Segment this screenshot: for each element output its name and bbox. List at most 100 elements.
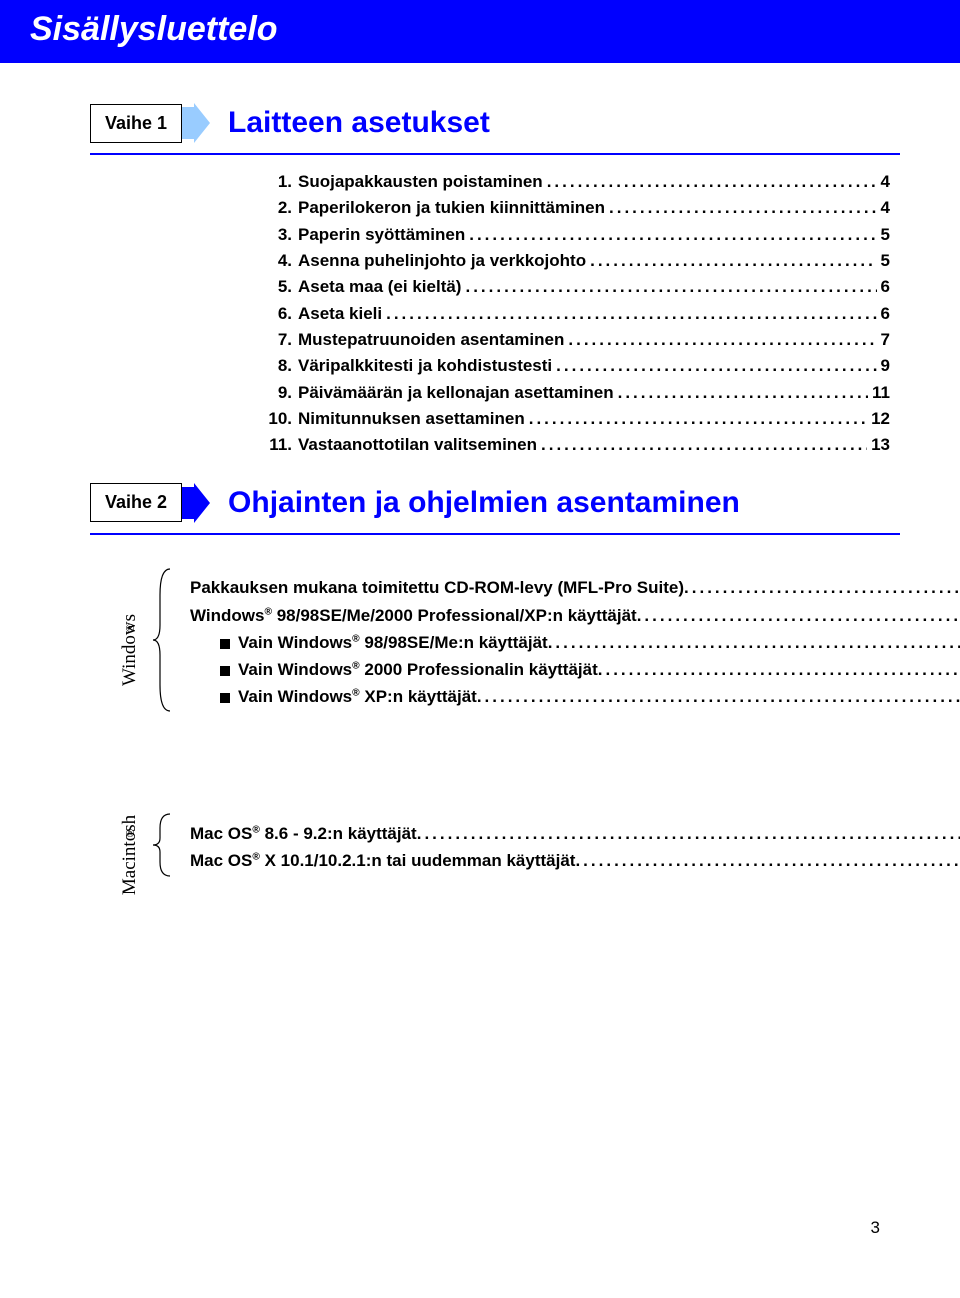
windows-label: ® Windows	[110, 623, 150, 661]
dots-leader	[386, 301, 876, 327]
mac-label-text: Macintosh	[119, 815, 141, 895]
dots-leader	[547, 169, 877, 195]
toc-item: 6. Aseta kieli 6	[260, 301, 890, 327]
dots-leader	[684, 574, 960, 601]
toc-item-label: Aseta kieli	[292, 301, 386, 327]
toc-item-number: 5.	[260, 274, 292, 300]
toc-item-number: 1.	[260, 169, 292, 195]
dots-leader	[541, 432, 867, 458]
dots-leader	[598, 656, 960, 683]
arrow-icon	[182, 483, 214, 523]
mac-items: Mac OS® 8.6 - 9.2:n käyttäjät 24 Mac OS®…	[176, 820, 960, 874]
stage2-arrow	[182, 483, 214, 523]
toc-item: 11. Vastaanottotilan valitseminen 13	[260, 432, 890, 458]
toc-item-page: 13	[867, 432, 890, 458]
dots-leader	[529, 406, 867, 432]
toc-item-page: 5	[877, 248, 890, 274]
toc-item-number: 10.	[260, 406, 292, 432]
dots-leader	[477, 683, 960, 710]
toc-item-label: Vastaanottotilan valitseminen	[292, 432, 541, 458]
toc-item-label: Suojapakkausten poistaminen	[292, 169, 547, 195]
os-item-label: Vain Windows® XP:n käyttäjät	[238, 683, 477, 710]
page-title: Sisällysluettelo	[30, 10, 278, 48]
toc-item: 5. Aseta maa (ei kieltä) 6	[260, 274, 890, 300]
toc-item: 7. Mustepatruunoiden asentaminen 7	[260, 327, 890, 353]
toc-item: 8. Väripalkkitesti ja kohdistustesti 9	[260, 353, 890, 379]
os-item: Mac OS® 8.6 - 9.2:n käyttäjät 24	[190, 820, 960, 847]
toc-item-page: 5	[877, 222, 890, 248]
os-item-label: Vain Windows® 98/98SE/Me:n käyttäjät	[238, 629, 548, 656]
toc-item: 1. Suojapakkausten poistaminen 4	[260, 169, 890, 195]
toc-item-number: 3.	[260, 222, 292, 248]
toc-item-page: 11	[868, 380, 890, 406]
toc-item-number: 4.	[260, 248, 292, 274]
bullet-icon	[220, 639, 230, 649]
toc-item: 4. Asenna puhelinjohto ja verkkojohto 5	[260, 248, 890, 274]
os-item: Windows® 98/98SE/Me/2000 Professional/XP…	[190, 602, 960, 629]
os-item-label: Mac OS® 8.6 - 9.2:n käyttäjät	[190, 820, 417, 847]
toc-item-label: Asenna puhelinjohto ja verkkojohto	[292, 248, 590, 274]
os-item: Mac OS® X 10.1/10.2.1:n tai uudemman käy…	[190, 847, 960, 874]
toc-item-label: Paperilokeron ja tukien kiinnittäminen	[292, 195, 609, 221]
toc-item-page: 4	[877, 195, 890, 221]
toc-item-page: 6	[877, 274, 890, 300]
os-item: Vain Windows® 98/98SE/Me:n käyttäjät 19	[190, 629, 960, 656]
toc-item-number: 7.	[260, 327, 292, 353]
dots-leader	[417, 820, 960, 847]
stage1-box: Vaihe 1	[90, 104, 182, 143]
toc-item-number: 11.	[260, 432, 292, 458]
dots-leader	[618, 380, 868, 406]
dots-leader	[469, 222, 876, 248]
dots-leader	[590, 248, 876, 274]
toc-item: 10. Nimitunnuksen asettaminen 12	[260, 406, 890, 432]
mac-block: ® Macintosh Mac OS® 8.6 - 9.2:n käyttäjä…	[110, 810, 890, 885]
toc-item: 2. Paperilokeron ja tukien kiinnittämine…	[260, 195, 890, 221]
dots-leader	[556, 353, 876, 379]
dots-leader	[548, 629, 960, 656]
dots-leader	[637, 602, 960, 629]
windows-label-text: Windows	[119, 614, 141, 686]
mac-label: ® Macintosh	[110, 828, 150, 866]
stage2-title: Ohjainten ja ohjelmien asentaminen	[228, 486, 740, 520]
os-item: Vain Windows® XP:n käyttäjät 23	[190, 683, 960, 710]
page-number: 3	[871, 1218, 880, 1238]
divider	[90, 533, 900, 535]
divider	[90, 153, 900, 155]
arrow-icon	[182, 103, 214, 143]
stage1-title: Laitteen asetukset	[228, 106, 490, 140]
toc-item-page: 7	[877, 327, 890, 353]
toc-item-label: Paperin syöttäminen	[292, 222, 469, 248]
toc-item-number: 8.	[260, 353, 292, 379]
curly-brace-icon	[150, 565, 176, 720]
content: Vaihe 1 Laitteen asetukset 1. Suojapakka…	[0, 63, 960, 885]
toc-item-label: Nimitunnuksen asettaminen	[292, 406, 529, 432]
dots-leader	[609, 195, 877, 221]
toc-item-number: 6.	[260, 301, 292, 327]
toc-item-number: 2.	[260, 195, 292, 221]
stage1-arrow	[182, 103, 214, 143]
toc-item-page: 4	[877, 169, 890, 195]
toc-item-label: Väripalkkitesti ja kohdistustesti	[292, 353, 556, 379]
toc-item-label: Päivämäärän ja kellonajan asettaminen	[292, 380, 618, 406]
toc-item-page: 12	[867, 406, 890, 432]
os-item-label: Windows® 98/98SE/Me/2000 Professional/XP…	[190, 602, 637, 629]
stage1-row: Vaihe 1 Laitteen asetukset	[90, 103, 900, 143]
toc-item-label: Mustepatruunoiden asentaminen	[292, 327, 568, 353]
windows-items: Pakkauksen mukana toimitettu CD-ROM-levy…	[176, 574, 960, 710]
os-item: Vain Windows® 2000 Professionalin käyttä…	[190, 656, 960, 683]
dots-leader	[575, 847, 960, 874]
os-item: Pakkauksen mukana toimitettu CD-ROM-levy…	[190, 574, 960, 601]
dots-leader	[568, 327, 876, 353]
stage2-box: Vaihe 2	[90, 483, 182, 522]
bullet-icon	[220, 693, 230, 703]
bullet-icon	[220, 666, 230, 676]
toc-item: 9. Päivämäärän ja kellonajan asettaminen…	[260, 380, 890, 406]
toc-item-number: 9.	[260, 380, 292, 406]
os-item-label: Mac OS® X 10.1/10.2.1:n tai uudemman käy…	[190, 847, 575, 874]
dots-leader	[465, 274, 876, 300]
header-band: Sisällysluettelo	[0, 0, 960, 63]
toc-item-page: 9	[877, 353, 890, 379]
stage1-toc: 1. Suojapakkausten poistaminen 4 2. Pape…	[260, 169, 890, 459]
windows-block: ® Windows Pakkauksen mukana toimitettu C…	[110, 565, 890, 720]
curly-brace-icon	[150, 810, 176, 885]
